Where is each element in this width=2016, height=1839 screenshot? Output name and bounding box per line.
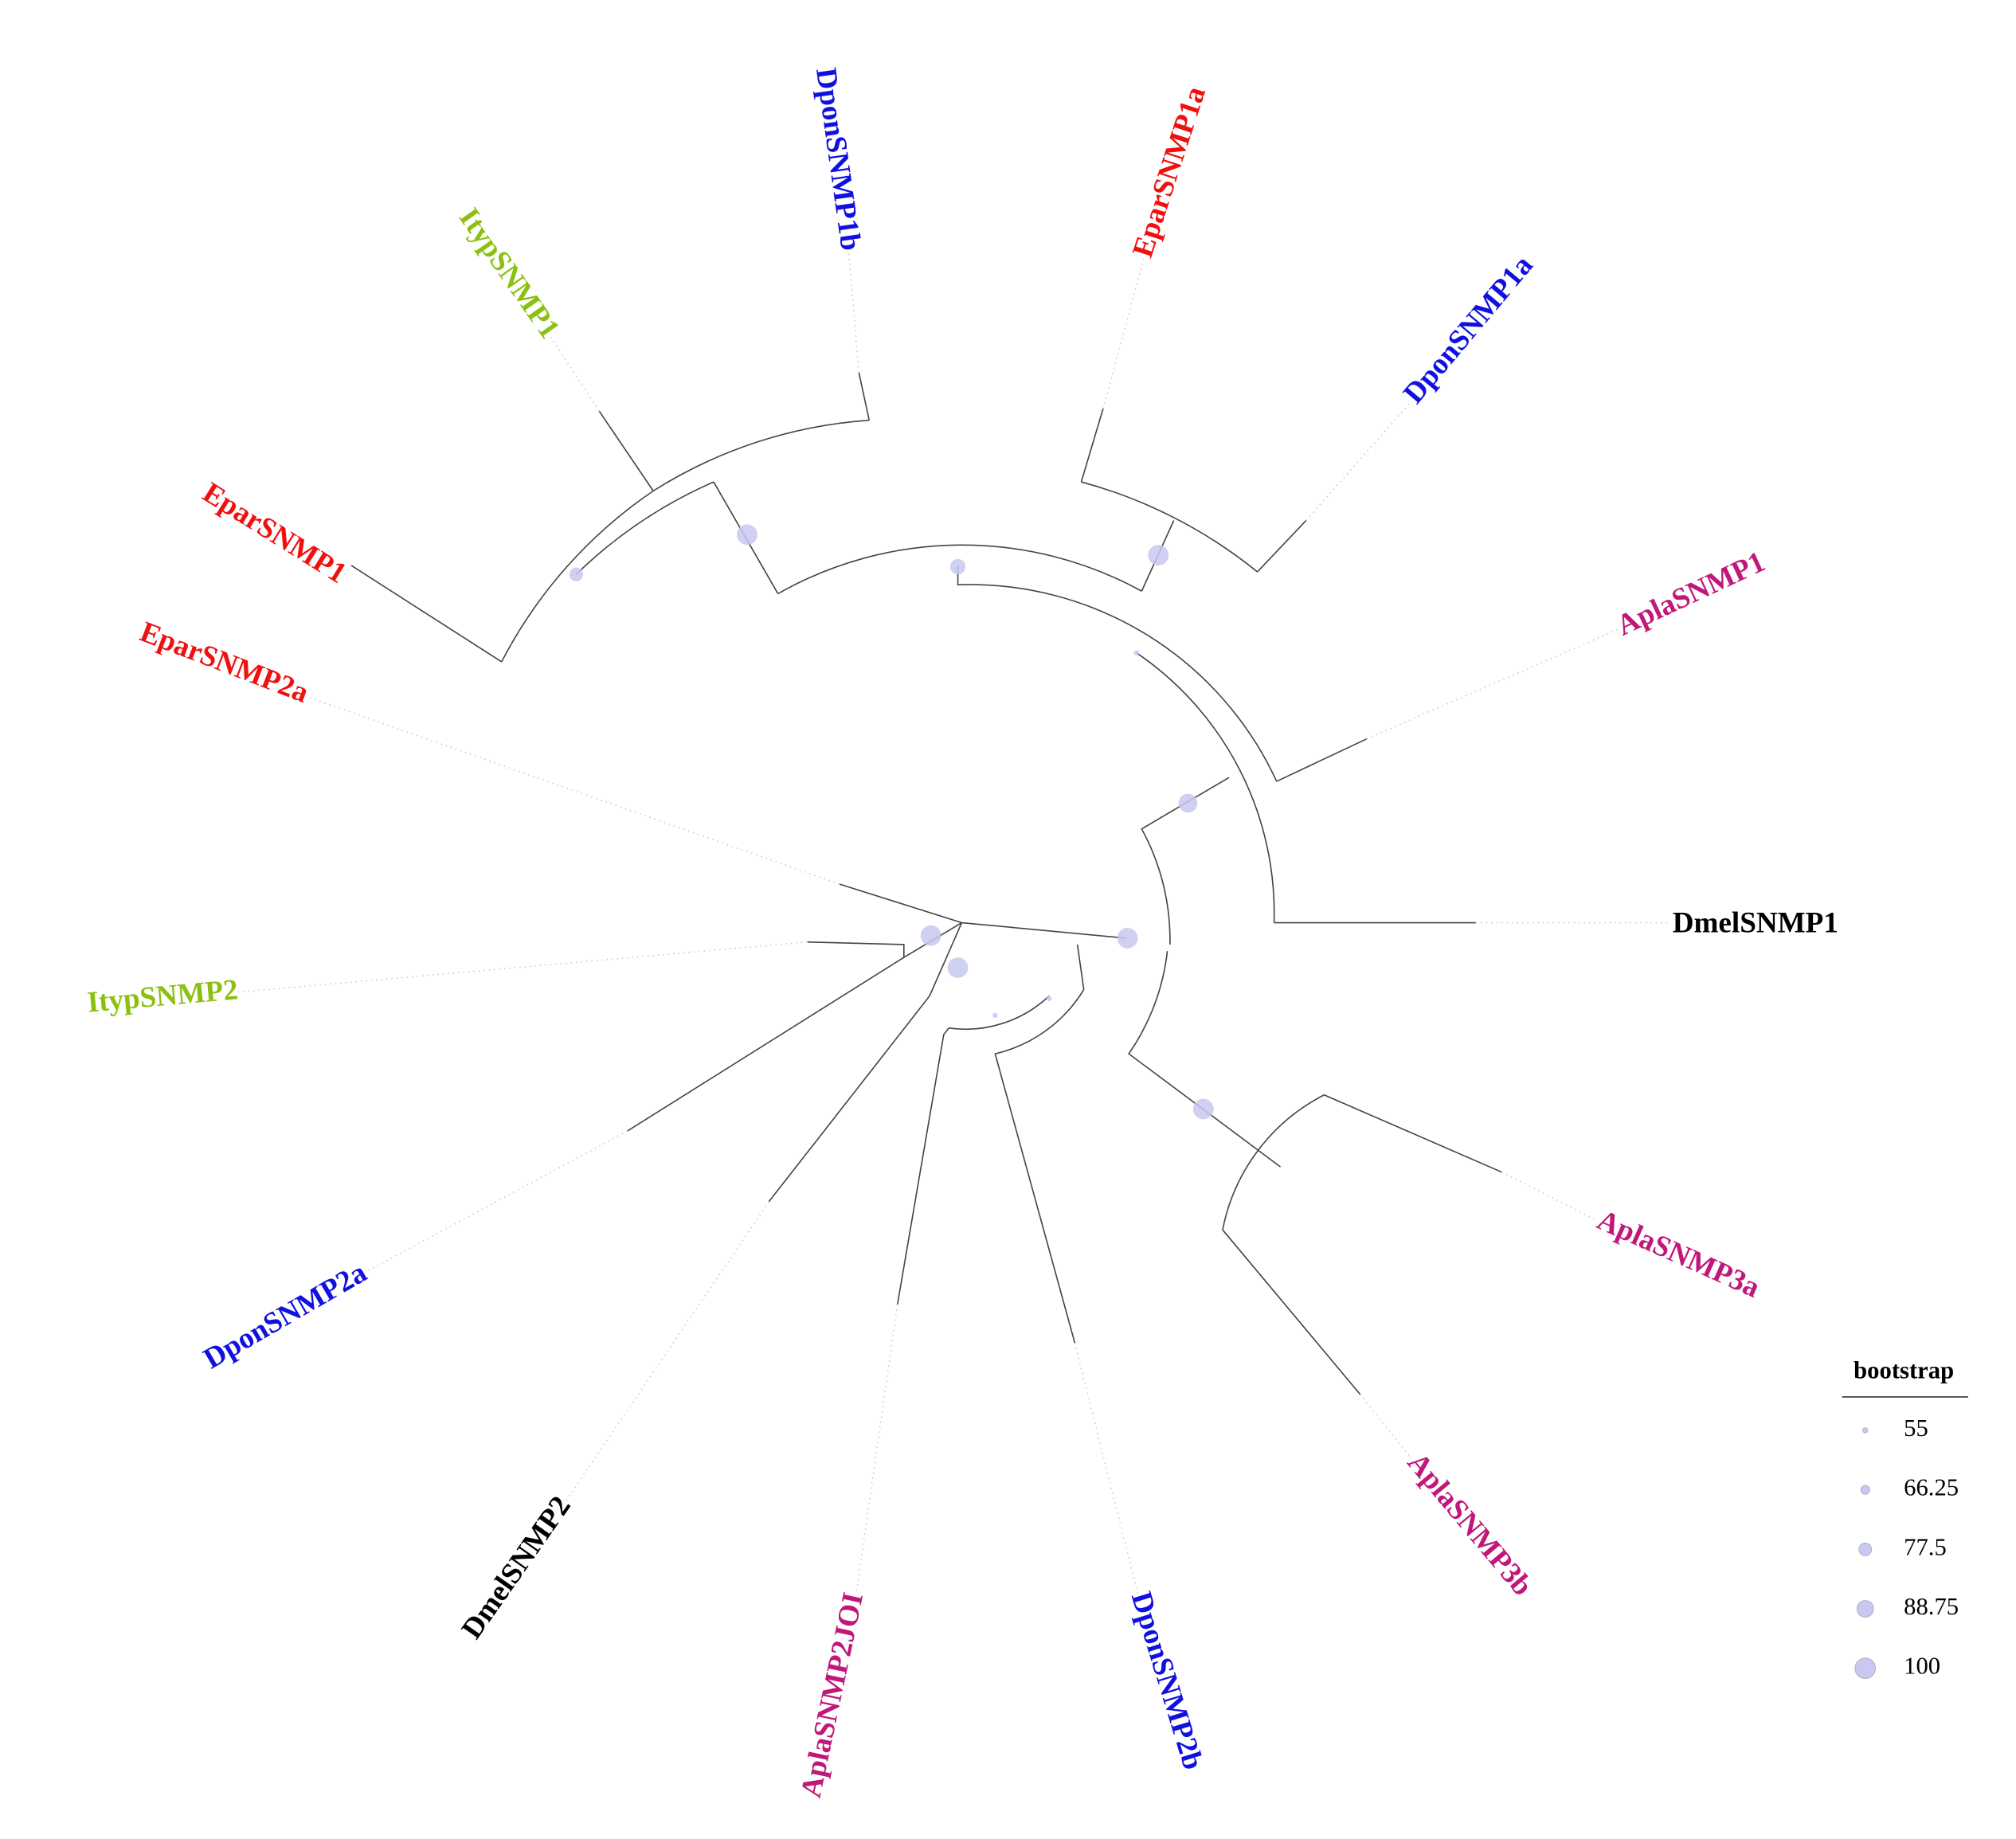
branch (1080, 408, 1307, 592)
bootstrap-node (949, 558, 966, 575)
bootstrap-node (920, 925, 941, 946)
legend-label: 55 (1904, 1414, 1928, 1442)
bootstrap-node (1192, 1098, 1214, 1120)
branches (350, 372, 1502, 1395)
branch (627, 883, 963, 1203)
bootstrap-node (1133, 650, 1140, 655)
leaf-label: ItypSNMP2 (86, 973, 240, 1019)
leaf-label: AplaSNMP1 (1612, 546, 1771, 643)
leader-lines (237, 250, 1669, 1594)
leaf-label: DmelSNMP1 (1673, 906, 1838, 939)
bootstrap-node (1178, 793, 1198, 813)
leaf-label: DponSNMP1a (1397, 249, 1540, 410)
leaf-label: ItypSNMP1 (452, 202, 566, 345)
leaf-label: EparSNMP1a (1126, 83, 1212, 261)
bootstrap-node (992, 1012, 998, 1018)
legend-label: 88.75 (1904, 1593, 1959, 1620)
bootstrap-node (947, 957, 969, 978)
branch (501, 419, 870, 663)
leader-line (237, 250, 1669, 1594)
legend-key (1862, 1427, 1869, 1434)
bootstrap-node (1148, 545, 1169, 565)
bootstrap-node (569, 567, 583, 581)
leaf-label: DponSNMP2a (198, 1256, 373, 1375)
legend-key (1854, 1657, 1877, 1680)
branch (777, 544, 1142, 595)
branch (1128, 777, 1502, 1395)
bootstrap-node (1046, 996, 1052, 1001)
leaf-label: AplaSNMP3b (1401, 1446, 1539, 1602)
leaf-label: EparSNMP1 (197, 476, 352, 590)
leaf-label: AplaSNMP2JOI (795, 1590, 871, 1801)
branch (350, 372, 871, 663)
leaf-label: DmelSNMP2 (456, 1490, 577, 1645)
legend-label: 66.25 (1904, 1474, 1959, 1501)
legend-key (1856, 1600, 1874, 1618)
legend-label: 77.5 (1904, 1533, 1947, 1560)
leaf-label: AplaSNMP3a (1592, 1203, 1764, 1304)
legend-key (1860, 1485, 1870, 1495)
leaf-label: DponSNMP2b (1125, 1588, 1210, 1774)
bootstrap-nodes (569, 524, 1214, 1120)
legend-key (1858, 1542, 1873, 1556)
branch (957, 565, 1368, 782)
bootstrap-node (1117, 927, 1138, 949)
leaf-labels: DmelSNMP1 AplaSNMP1 DponSNMP1a EparSNMP1a Dp… (86, 66, 1838, 1801)
legend-title: bootstrap (1854, 1356, 1954, 1383)
leaf-label: EparSNMP2a (135, 616, 313, 710)
branch (1136, 652, 1476, 924)
legend-label: 100 (1904, 1653, 1940, 1680)
branch (896, 921, 1127, 1344)
leaf-label: DponSNMP1b (809, 66, 867, 252)
legend: bootstrap 55 66.25 77.5 88.75 100 (1842, 1356, 1968, 1680)
bootstrap-node (737, 524, 757, 546)
